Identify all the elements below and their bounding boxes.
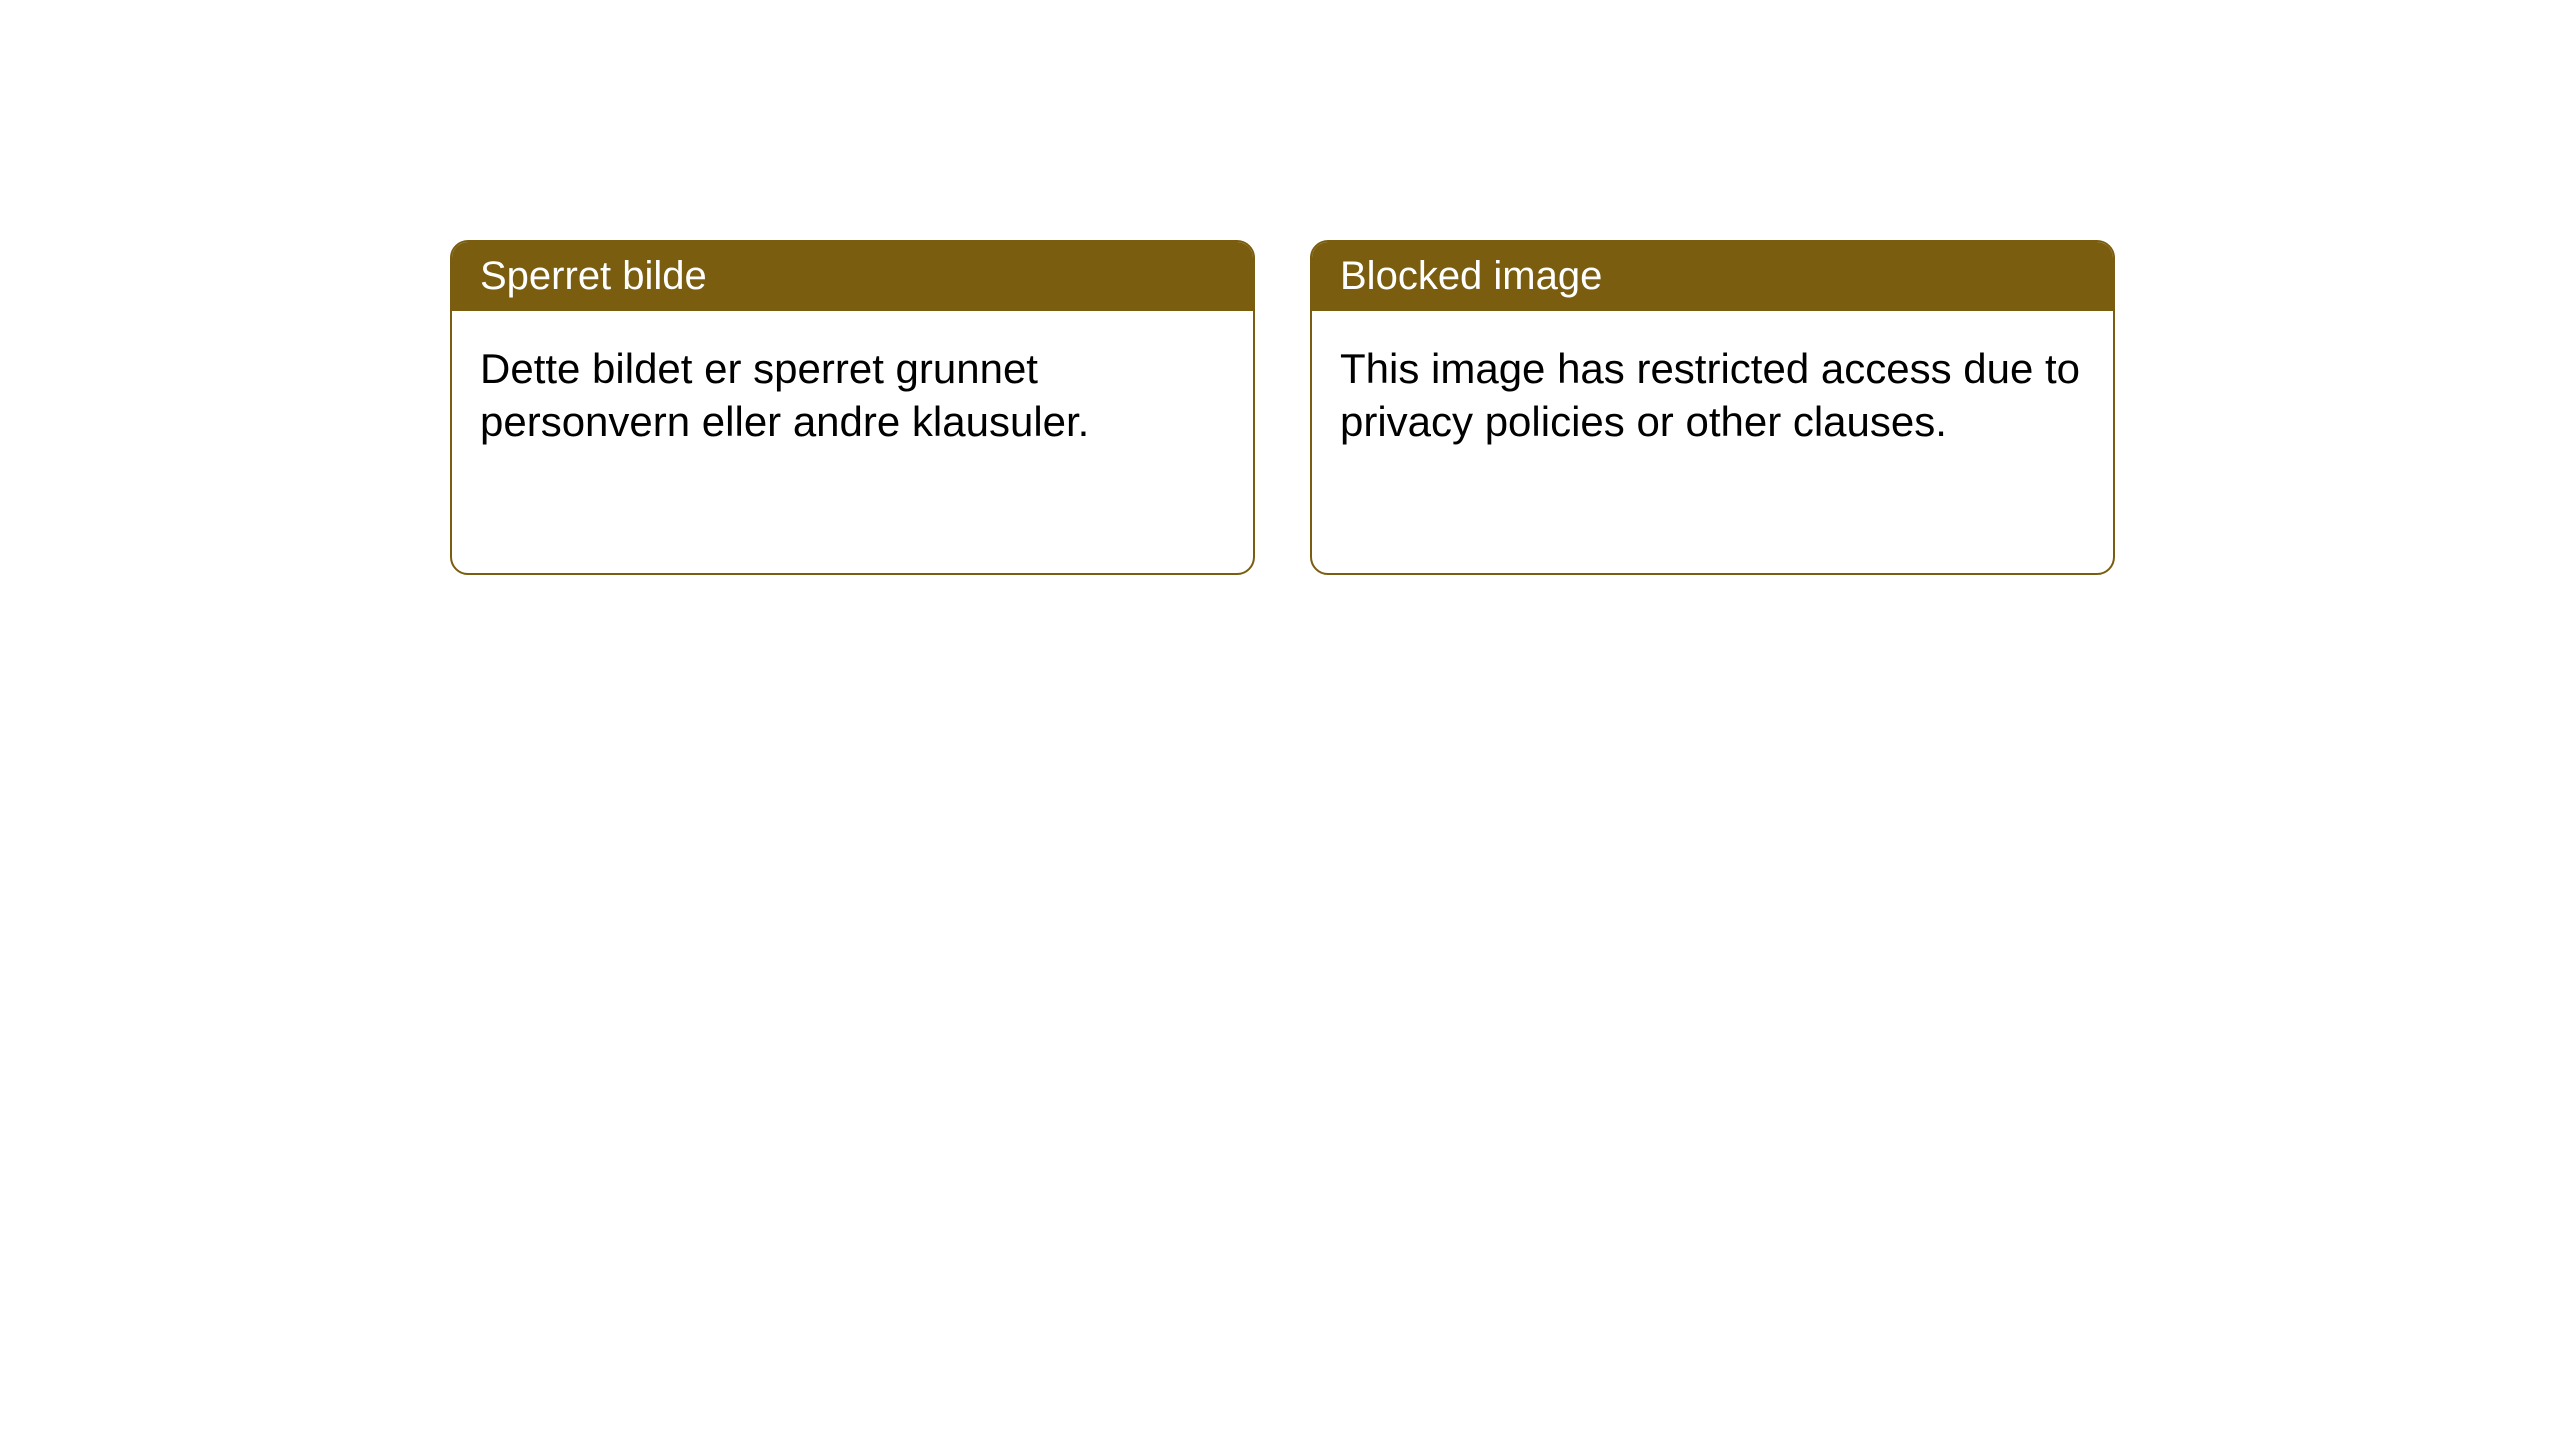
notice-cards-container: Sperret bilde Dette bildet er sperret gr… (0, 0, 2560, 575)
card-title: Blocked image (1340, 254, 1602, 298)
card-header: Blocked image (1312, 242, 2113, 311)
notice-card-english: Blocked image This image has restricted … (1310, 240, 2115, 575)
card-header: Sperret bilde (452, 242, 1253, 311)
card-body-text: This image has restricted access due to … (1340, 345, 2080, 445)
card-body: Dette bildet er sperret grunnet personve… (452, 311, 1253, 480)
notice-card-norwegian: Sperret bilde Dette bildet er sperret gr… (450, 240, 1255, 575)
card-body-text: Dette bildet er sperret grunnet personve… (480, 345, 1089, 445)
card-title: Sperret bilde (480, 254, 707, 298)
card-body: This image has restricted access due to … (1312, 311, 2113, 480)
